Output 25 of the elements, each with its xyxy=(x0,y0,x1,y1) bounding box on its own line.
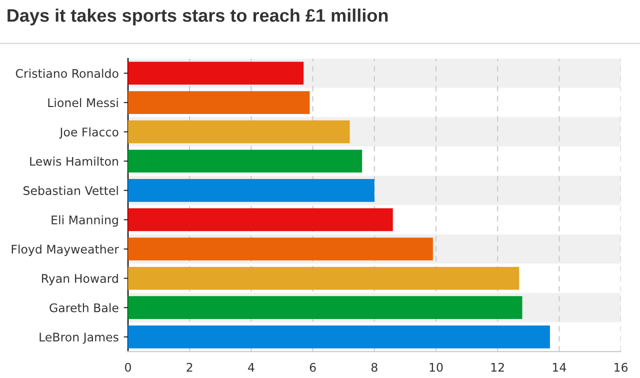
y-tick-label: Sebastian Vettel xyxy=(24,186,118,196)
bar xyxy=(128,91,310,114)
y-tick-label: LeBron James xyxy=(40,332,118,344)
x-tick-label: 8 xyxy=(371,362,378,372)
x-tick-label: 14 xyxy=(552,363,566,372)
x-tick-label: 4 xyxy=(248,363,254,372)
y-tick-label: Lionel Messi xyxy=(48,98,118,108)
y-tick-label: Floyd Mayweather xyxy=(12,244,119,256)
y-tick-label: Ryan Howard xyxy=(42,274,118,286)
chart-title: Days it takes sports stars to reach £1 million xyxy=(8,8,388,26)
y-tick-label: Gareth Bale xyxy=(50,303,118,312)
bar xyxy=(128,208,393,232)
y-tick-label: Cristiano Ronaldo xyxy=(16,68,118,78)
y-tick-label: Joe Flacco xyxy=(59,127,118,139)
bar xyxy=(128,325,550,348)
x-tick-label: 6 xyxy=(310,362,316,372)
x-tick-label: 0 xyxy=(125,362,131,372)
x-tick-label: 16 xyxy=(614,362,628,372)
y-tick-label: Lewis Hamilton xyxy=(30,156,118,166)
bar xyxy=(128,266,520,290)
x-tick-label: 12 xyxy=(491,362,504,372)
x-tick-label: 2 xyxy=(186,362,192,372)
bar xyxy=(128,150,362,173)
y-tick-label: Eli Manning xyxy=(52,215,118,227)
x-tick-label: 10 xyxy=(430,362,443,372)
